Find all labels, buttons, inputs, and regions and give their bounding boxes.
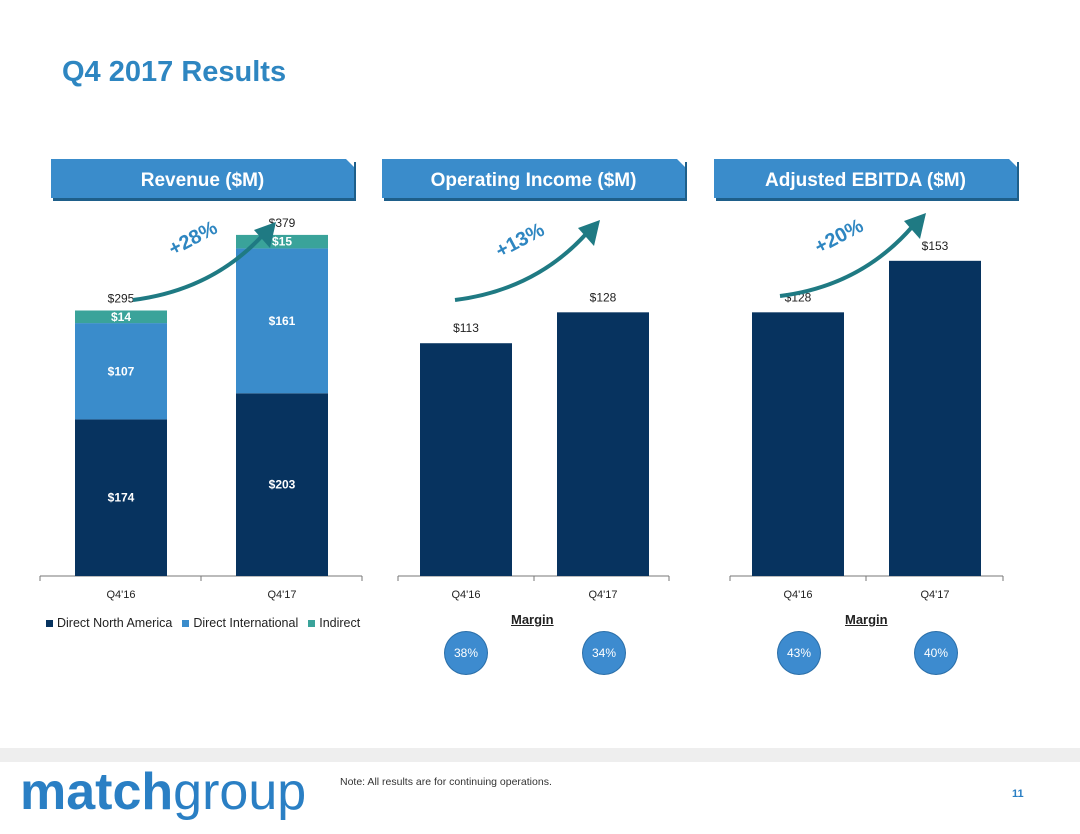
ebitda-bar-0 bbox=[752, 312, 844, 576]
revenue-legend: Direct North America Direct Internationa… bbox=[46, 616, 360, 630]
legend-swatch bbox=[308, 619, 316, 627]
match-group-logo: matchgroup bbox=[20, 762, 306, 822]
revenue-bar-indirect-0 bbox=[75, 310, 167, 324]
legend-label: Direct International bbox=[193, 616, 299, 630]
revenue-arrow-head bbox=[254, 222, 276, 248]
revenue-segment-label: $107 bbox=[108, 364, 135, 378]
revenue-banner: Revenue ($M) bbox=[51, 159, 354, 198]
legend-item-indirect: Indirect bbox=[308, 616, 360, 630]
ebitda-arrow-line bbox=[779, 225, 914, 298]
ebitda-arrow-head bbox=[904, 213, 926, 239]
legend-item-direct-international: Direct International bbox=[182, 616, 298, 630]
footnote: Note: All results are for continuing ope… bbox=[340, 776, 552, 788]
ebitda-value-label: $153 bbox=[922, 239, 949, 253]
revenue-total-label: $295 bbox=[108, 292, 135, 306]
operating-income-banner: Operating Income ($M) bbox=[382, 159, 685, 198]
operating-margin-label: Margin bbox=[511, 612, 554, 627]
ebitda-banner: Adjusted EBITDA ($M) bbox=[714, 159, 1017, 198]
legend-swatch bbox=[182, 619, 190, 627]
operating-margin-q417: 34% bbox=[583, 632, 625, 674]
revenue-bar-direct-north-america-0 bbox=[75, 419, 167, 576]
operating-margin-q416: 38% bbox=[445, 632, 487, 674]
revenue-bar-direct-international-1 bbox=[236, 248, 328, 394]
operating-income-growth-label: +13% bbox=[492, 219, 548, 263]
page-title: Q4 2017 Results bbox=[62, 56, 287, 88]
ebitda-category-label: Q4'16 bbox=[783, 589, 812, 601]
ebitda-margin-q416: 43% bbox=[778, 632, 820, 674]
operating-income-arrow-line bbox=[454, 232, 588, 302]
revenue-segment-label: $161 bbox=[269, 314, 296, 328]
operating-income-category-label: Q4'16 bbox=[451, 589, 480, 601]
revenue-segment-label: $14 bbox=[111, 310, 131, 324]
revenue-category-label: Q4'17 bbox=[267, 589, 296, 601]
legend-item-direct-north-america: Direct North America bbox=[46, 616, 172, 630]
ebitda-bar-1 bbox=[889, 260, 981, 576]
operating-income-arrow-head bbox=[578, 220, 600, 246]
revenue-segment-label: $174 bbox=[108, 491, 135, 505]
legend-swatch bbox=[46, 619, 53, 627]
logo-group: group bbox=[173, 763, 307, 821]
ebitda-growth-label: +20% bbox=[811, 215, 867, 259]
revenue-bar-direct-north-america-1 bbox=[236, 393, 328, 576]
revenue-category-label: Q4'16 bbox=[106, 589, 135, 601]
revenue-total-label: $379 bbox=[269, 216, 296, 230]
ebitda-margin-label: Margin bbox=[845, 612, 888, 627]
footer-band bbox=[0, 748, 1080, 762]
ebitda-margin-q417: 40% bbox=[915, 632, 957, 674]
revenue-bar-direct-international-0 bbox=[75, 323, 167, 420]
logo-match: match bbox=[20, 763, 174, 821]
operating-income-bar-0 bbox=[420, 343, 512, 576]
legend-label: Direct North America bbox=[57, 616, 173, 630]
operating-income-value-label: $113 bbox=[453, 321, 479, 335]
operating-income-value-label: $128 bbox=[590, 290, 617, 304]
revenue-arrow-line bbox=[132, 234, 264, 302]
revenue-segment-label: $203 bbox=[269, 478, 296, 492]
legend-label: Indirect bbox=[319, 616, 361, 630]
revenue-growth-label: +28% bbox=[165, 217, 221, 261]
operating-income-category-label: Q4'17 bbox=[588, 589, 617, 601]
operating-income-bar-1 bbox=[557, 312, 649, 576]
ebitda-category-label: Q4'17 bbox=[920, 589, 949, 601]
page-number: 11 bbox=[1012, 788, 1024, 800]
revenue-segment-label: $15 bbox=[272, 235, 292, 249]
